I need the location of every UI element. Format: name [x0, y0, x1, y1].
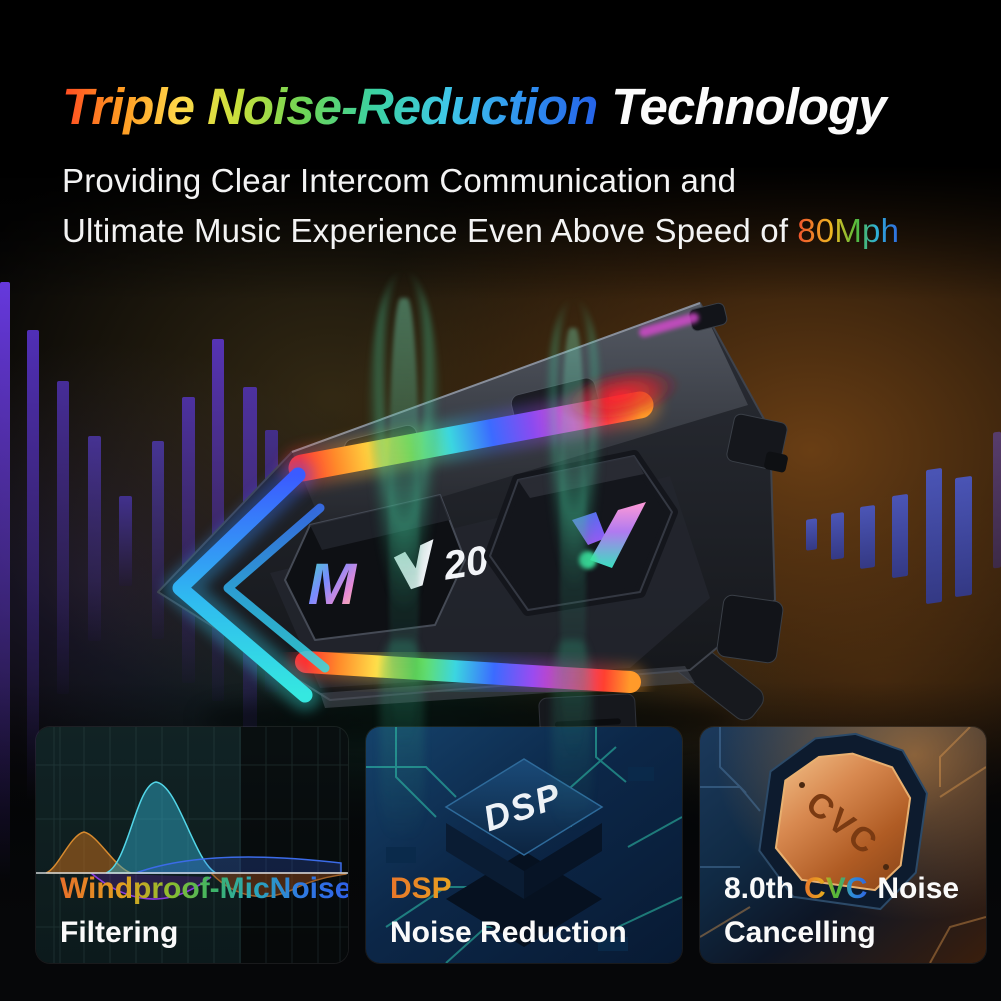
subtitle-line1: Providing Clear Intercom Communication a…	[62, 162, 737, 199]
cvc-colored: CVC	[804, 872, 868, 905]
m-button: M	[284, 494, 466, 641]
magenta-glint	[639, 312, 699, 338]
panel-heading-line2: Filtering	[60, 916, 179, 949]
feature-panel-windproof: Windproof-MicNoise Filtering	[36, 727, 348, 963]
side-connectors	[716, 413, 788, 664]
status-led	[579, 551, 597, 569]
hex-button	[484, 450, 678, 616]
m-logo: M	[308, 552, 358, 617]
panel-heading-line2: Noise Reduction	[390, 916, 627, 949]
model-label: 20	[393, 538, 491, 590]
rgb-strip-bottom	[295, 651, 641, 693]
header: Triple Noise-Reduction Technology Providi…	[62, 76, 971, 256]
model-number: 20	[439, 538, 491, 589]
subtitle: Providing Clear Intercom Communication a…	[62, 156, 971, 256]
panel-heading: DSP Noise Reduction	[390, 867, 627, 955]
intercom-device: M 20	[157, 302, 788, 757]
panel-heading: Windproof-MicNoise Filtering	[60, 867, 348, 955]
panel-heading-line2: Cancelling	[724, 916, 876, 949]
subtitle-line2: Ultimate Music Experience Even Above Spe…	[62, 206, 971, 256]
cvc-suffix: Noise	[877, 872, 960, 905]
red-light	[559, 366, 681, 424]
title-gradient-text: Triple Noise-Reduction	[62, 78, 598, 135]
panel-heading: 8.0th CVC Noise Cancelling	[724, 867, 959, 955]
panel-heading-colored: DSP	[390, 867, 627, 911]
title-white-text: Technology	[611, 78, 886, 135]
brand-y-logo-color-icon	[572, 502, 646, 568]
brand-y-logo-icon	[393, 539, 434, 590]
chevron-glow	[164, 459, 330, 711]
panel-heading-line1: 8.0th CVC Noise	[724, 867, 959, 911]
speed-highlight: 80Mph	[797, 212, 900, 249]
edge-highlight	[291, 302, 701, 453]
feature-panel-cvc: CVC 8.0th CVC Noise Cancelling	[700, 727, 986, 963]
feature-panel-dsp: DSP DSP Noise Reduction	[366, 727, 682, 963]
page-title: Triple Noise-Reduction Technology	[62, 76, 971, 138]
subtitle-line2-prefix: Ultimate Music Experience Even Above Spe…	[62, 212, 789, 249]
cvc-prefix: 8.0th	[724, 872, 795, 905]
panel-heading-colored: Windproof-MicNoise	[60, 867, 348, 911]
